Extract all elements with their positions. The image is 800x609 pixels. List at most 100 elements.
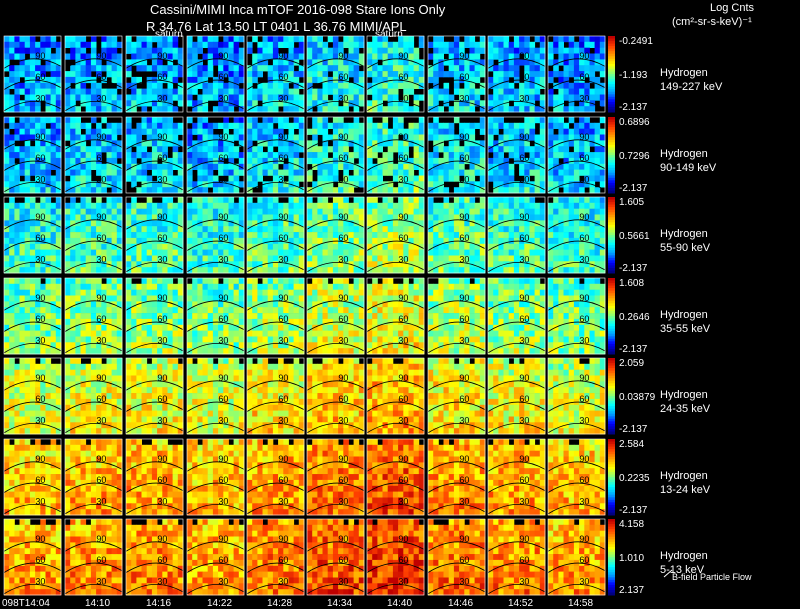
heatmap-cell [267, 342, 274, 349]
heatmap-cell [207, 301, 214, 308]
heatmap-cell [503, 106, 510, 113]
heatmap-cell [136, 163, 142, 170]
heatmap-cell [233, 47, 240, 54]
heatmap-cell [418, 169, 425, 176]
heatmap-cell [353, 76, 360, 84]
heatmap-cell [558, 134, 564, 141]
heatmap-cell [382, 65, 389, 72]
heatmap-cell [75, 117, 81, 124]
heatmap-cell [524, 128, 530, 135]
heatmap-cell [252, 163, 258, 170]
heatmap-cell [453, 146, 460, 153]
grid-label: 60 [519, 72, 529, 82]
heatmap-cell [443, 267, 450, 274]
heatmap-cell [398, 232, 404, 239]
heatmap-cell [283, 220, 289, 227]
heatmap-cell [513, 128, 520, 135]
heatmap-cell [584, 157, 590, 165]
heatmap-cell [503, 232, 510, 239]
heatmap-cell [453, 59, 460, 66]
heatmap-cell [519, 249, 525, 256]
heatmap-cell [70, 226, 76, 233]
heatmap-cell [332, 220, 339, 227]
heatmap-cell [464, 243, 470, 250]
heatmap-cell [257, 175, 263, 182]
heatmap-cell [151, 348, 158, 355]
heatmap-cell [343, 208, 349, 215]
heatmap-cell [80, 283, 87, 290]
heatmap-cell [14, 208, 20, 215]
heatmap-cell [238, 157, 245, 165]
colorbar-swatch [608, 197, 615, 200]
heatmap-cell [238, 140, 245, 147]
heatmap-cell [474, 65, 481, 72]
heatmap-cell [233, 226, 240, 233]
heatmap-cell [262, 187, 269, 194]
heatmap-cell [101, 36, 107, 43]
heatmap-cell [55, 181, 62, 188]
colorbar-swatch [608, 152, 615, 156]
heatmap-cell [223, 202, 229, 209]
heatmap-cell [353, 100, 360, 107]
heatmap-cell [35, 117, 41, 124]
heatmap-cell [498, 100, 504, 107]
heatmap-cell [293, 163, 300, 170]
heatmap-cell [317, 59, 323, 66]
heatmap-cell [493, 117, 499, 124]
heatmap-cell [146, 313, 153, 320]
heatmap-cell [459, 243, 465, 250]
heatmap-cell [131, 134, 137, 141]
heatmap-cell [90, 146, 97, 153]
heatmap-cell [453, 163, 460, 170]
heatmap-cell [479, 202, 486, 209]
heatmap-cell [283, 134, 289, 141]
heatmap-cell [283, 237, 289, 245]
heatmap-cell [233, 313, 240, 320]
heatmap-cell [283, 88, 289, 95]
heatmap-cell [24, 140, 31, 147]
heatmap-cell [50, 36, 57, 43]
heatmap-cell [438, 41, 444, 48]
heatmap-cell [24, 330, 31, 337]
heatmap-cell [469, 163, 476, 170]
heatmap-cell [192, 197, 198, 204]
heatmap-cell [202, 152, 209, 159]
heatmap-cell [553, 146, 559, 153]
heatmap-cell [96, 202, 102, 209]
heatmap-cell [162, 226, 168, 233]
heatmap-cell [14, 226, 20, 233]
heatmap-cell [403, 76, 409, 84]
heatmap-cell [146, 324, 153, 331]
heatmap-cell [534, 175, 541, 182]
heatmap-cell [382, 232, 389, 239]
heatmap-cell [106, 36, 113, 43]
heatmap-cell [584, 128, 590, 135]
heatmap-cell [438, 255, 444, 262]
heatmap-cell [35, 47, 41, 54]
heatmap-cell [568, 267, 575, 274]
heatmap-cell [247, 243, 253, 250]
heatmap-cell [162, 100, 168, 107]
heatmap-cell [70, 76, 76, 84]
heatmap-cell [55, 313, 62, 320]
colorbar-swatch [608, 160, 615, 164]
heatmap-cell [187, 283, 193, 290]
heatmap-cell [50, 330, 57, 337]
heatmap-cell [469, 59, 476, 66]
heatmap-cell [513, 41, 520, 48]
heatmap-cell [267, 76, 274, 84]
heatmap-cell [192, 324, 198, 331]
heatmap-cell [207, 41, 214, 48]
heatmap-cell [197, 146, 203, 153]
heatmap-cell [278, 36, 284, 43]
heatmap-cell [262, 140, 269, 147]
heatmap-cell [146, 232, 153, 239]
heatmap-cell [257, 342, 263, 349]
heatmap-cell [464, 157, 470, 165]
heatmap-cell [228, 59, 235, 66]
heatmap-cell [65, 220, 71, 227]
colorbar-swatch [608, 250, 615, 254]
grid-label: 60 [157, 153, 167, 163]
heatmap-cell [398, 47, 404, 54]
heatmap-cell [353, 106, 360, 113]
